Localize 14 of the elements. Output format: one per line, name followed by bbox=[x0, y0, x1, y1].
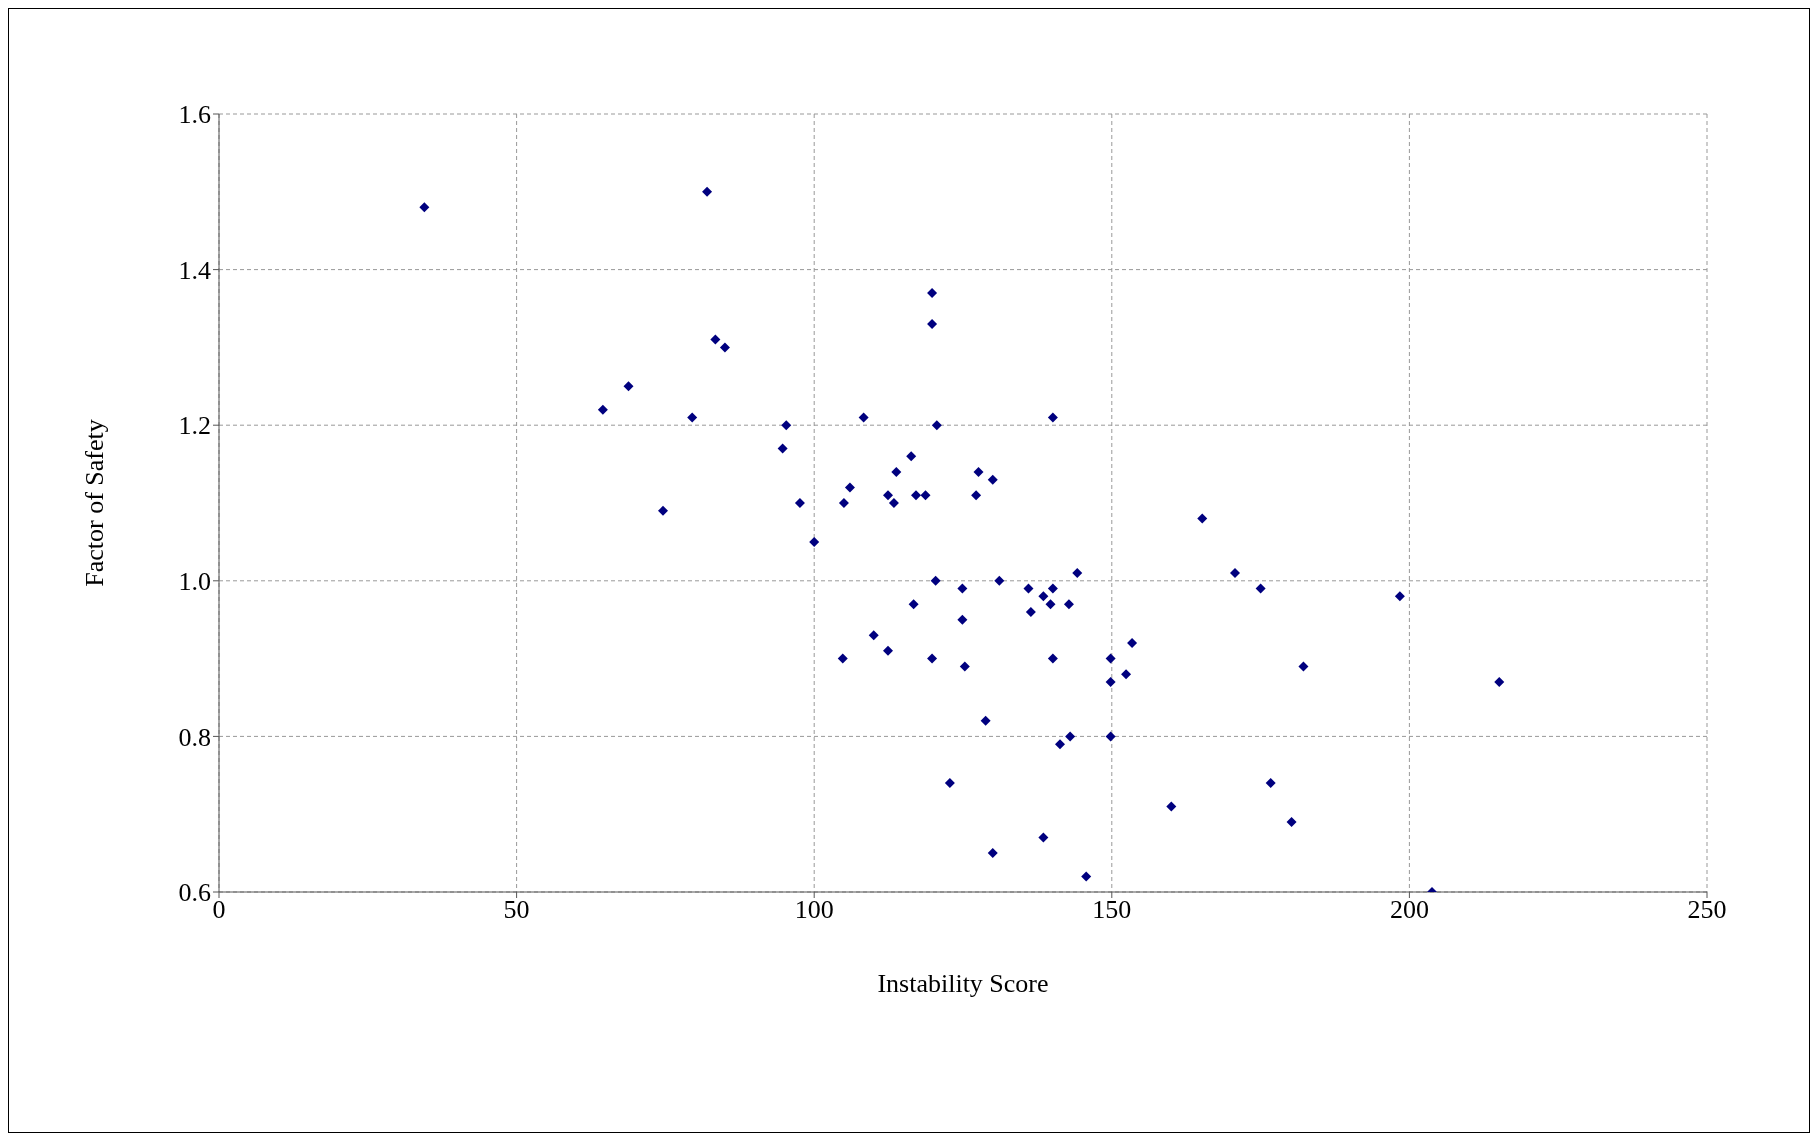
x-tick-label: 0 bbox=[212, 895, 226, 925]
x-tick-label: 250 bbox=[1687, 895, 1727, 925]
x-tick-label: 200 bbox=[1389, 895, 1429, 925]
y-axis-title: Factor of Safety bbox=[80, 419, 110, 587]
x-tick-label: 100 bbox=[794, 895, 834, 925]
x-tick-label: 150 bbox=[1092, 895, 1132, 925]
y-tick-label: 1.0 bbox=[178, 567, 211, 597]
x-axis-title: Instability Score bbox=[877, 969, 1049, 998]
x-tick-label: 50 bbox=[503, 895, 530, 925]
y-tick-label: 0.8 bbox=[178, 722, 211, 752]
y-tick-label: 1.2 bbox=[178, 411, 211, 441]
y-tick-label: 1.6 bbox=[178, 100, 211, 130]
y-tick-label: 0.6 bbox=[178, 878, 211, 908]
y-tick-label: 1.4 bbox=[178, 255, 211, 285]
